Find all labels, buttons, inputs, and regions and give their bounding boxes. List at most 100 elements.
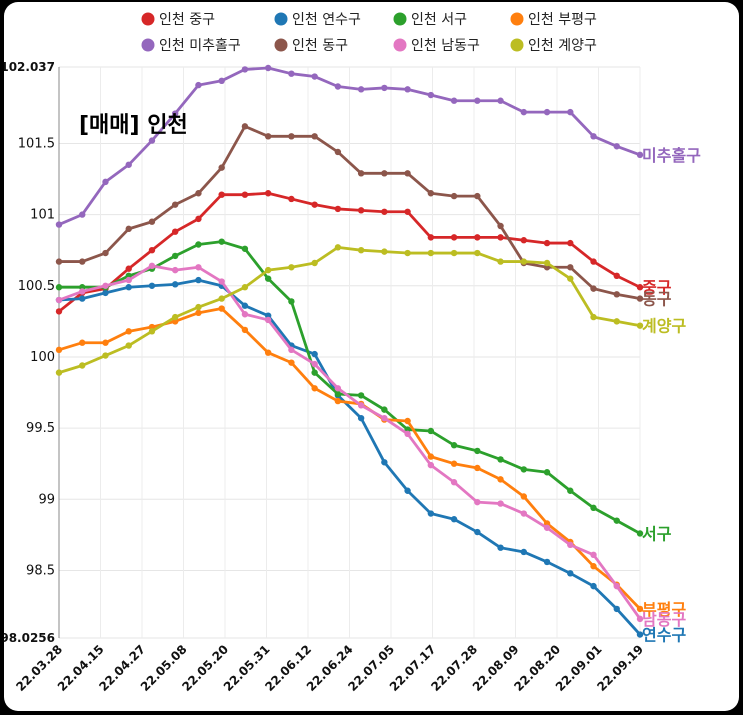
data-point xyxy=(543,239,551,247)
data-point xyxy=(288,298,295,305)
data-point xyxy=(172,313,179,321)
data-point xyxy=(334,385,342,392)
data-point xyxy=(311,259,318,267)
data-point xyxy=(636,284,644,291)
series-end-label: 서구 xyxy=(642,524,672,543)
data-point xyxy=(334,83,342,90)
data-point xyxy=(241,123,249,130)
data-point xyxy=(404,170,411,177)
legend-item[interactable]: 인천 계양구 xyxy=(510,38,597,54)
legend-item[interactable]: 인천 미추홀구 xyxy=(141,38,241,54)
series-line xyxy=(58,264,642,620)
legend-item[interactable]: 인천 부평구 xyxy=(510,12,597,28)
data-point xyxy=(195,215,202,223)
data-point xyxy=(427,190,435,197)
data-point xyxy=(381,84,388,92)
data-point xyxy=(334,205,342,213)
series-8: 계양구 xyxy=(55,244,686,376)
legend-item[interactable]: 인천 서구 xyxy=(393,12,468,28)
data-point xyxy=(264,64,272,72)
data-point xyxy=(450,442,458,449)
data-point xyxy=(241,302,249,309)
data-point xyxy=(636,322,644,329)
data-point xyxy=(474,464,481,472)
data-point xyxy=(288,264,295,271)
series-1: 중구 xyxy=(55,190,672,315)
data-point xyxy=(450,460,458,467)
data-point xyxy=(79,295,86,302)
data-point xyxy=(218,191,225,198)
data-point xyxy=(590,258,597,265)
y-tick-label-bound: 102.037 xyxy=(4,60,55,74)
data-point xyxy=(311,385,318,392)
data-point xyxy=(520,258,527,265)
data-point xyxy=(381,414,388,422)
data-point xyxy=(241,284,249,291)
series-5: 미추홀구 xyxy=(55,64,701,228)
data-point xyxy=(334,148,342,156)
data-point xyxy=(404,487,411,494)
data-point xyxy=(567,239,574,247)
legend-marker xyxy=(510,38,524,52)
legend-item[interactable]: 인천 중구 xyxy=(141,12,216,28)
data-point xyxy=(497,234,504,241)
data-point xyxy=(497,544,504,551)
chart-title: [매매] 인천 xyxy=(79,113,188,138)
data-point xyxy=(520,466,527,473)
legend-item[interactable]: 인천 남동구 xyxy=(393,38,480,54)
data-point xyxy=(474,192,481,200)
data-point xyxy=(497,456,504,463)
data-point xyxy=(172,201,179,208)
data-point xyxy=(381,208,388,215)
data-point xyxy=(450,234,458,241)
data-point xyxy=(172,252,179,260)
data-point xyxy=(55,284,63,291)
data-point xyxy=(102,352,109,359)
data-point xyxy=(195,309,202,317)
data-point xyxy=(55,369,63,376)
data-point xyxy=(357,392,365,399)
data-point xyxy=(590,285,597,292)
data-point xyxy=(334,397,342,405)
data-point xyxy=(404,208,411,215)
data-point xyxy=(79,288,86,295)
data-point xyxy=(125,328,132,335)
data-point xyxy=(381,170,388,177)
data-point xyxy=(55,296,63,304)
data-point xyxy=(218,295,225,302)
legend-label: 인천 중구 xyxy=(159,12,215,28)
data-point xyxy=(543,524,551,531)
data-point xyxy=(55,308,63,315)
data-point xyxy=(311,201,318,208)
legend-label: 인천 연수구 xyxy=(292,12,361,28)
data-point xyxy=(567,487,574,494)
series-line xyxy=(58,307,642,610)
legend-item[interactable]: 인천 동구 xyxy=(274,38,349,54)
legend-item[interactable]: 인천 연수구 xyxy=(274,12,361,28)
data-point xyxy=(241,326,249,334)
data-point xyxy=(148,262,156,270)
data-point xyxy=(636,605,644,613)
data-point xyxy=(450,516,458,523)
data-point xyxy=(636,631,644,638)
y-tick-label: 98.5 xyxy=(26,563,55,578)
data-point xyxy=(288,70,295,77)
data-point xyxy=(404,249,411,257)
data-point xyxy=(497,500,504,507)
data-point xyxy=(613,291,620,298)
data-point xyxy=(636,295,644,302)
data-point xyxy=(264,133,272,140)
legend-label: 인천 계양구 xyxy=(528,38,597,54)
y-tick-label: 100 xyxy=(30,350,55,365)
data-point xyxy=(311,360,318,368)
data-point xyxy=(590,582,597,590)
y-tick-label: 99 xyxy=(38,492,55,507)
series-end-label: 연수구 xyxy=(642,626,686,645)
data-point xyxy=(241,191,249,198)
data-point xyxy=(450,192,458,200)
data-point xyxy=(195,241,202,248)
data-point xyxy=(148,218,156,225)
series-line xyxy=(58,245,641,374)
data-point xyxy=(357,86,365,93)
